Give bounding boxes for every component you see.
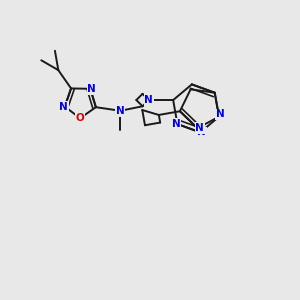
Text: N: N bbox=[144, 95, 153, 105]
Text: O: O bbox=[76, 113, 85, 123]
Text: N: N bbox=[196, 123, 204, 133]
Text: N: N bbox=[116, 106, 124, 116]
Text: N: N bbox=[59, 102, 68, 112]
Text: N: N bbox=[197, 128, 206, 137]
Text: N: N bbox=[172, 119, 180, 129]
Text: N: N bbox=[87, 84, 96, 94]
Text: N: N bbox=[216, 109, 225, 119]
